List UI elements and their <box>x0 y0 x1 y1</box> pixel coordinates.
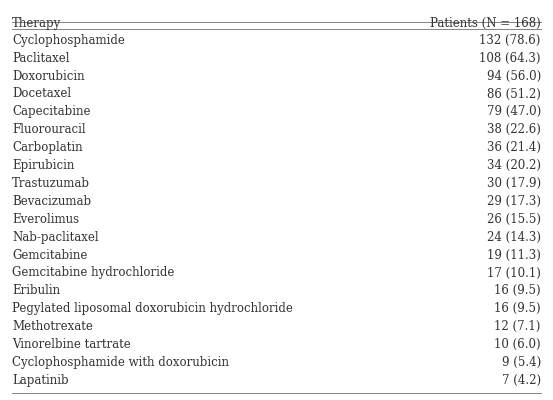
Text: Eribulin: Eribulin <box>12 284 60 297</box>
Text: Methotrexate: Methotrexate <box>12 320 93 333</box>
Text: 17 (10.1): 17 (10.1) <box>487 266 541 280</box>
Text: 19 (11.3): 19 (11.3) <box>487 248 541 262</box>
Text: Cyclophosphamide with doxorubicin: Cyclophosphamide with doxorubicin <box>12 356 229 369</box>
Text: Docetaxel: Docetaxel <box>12 88 71 100</box>
Text: 16 (9.5): 16 (9.5) <box>494 302 541 315</box>
Text: 38 (22.6): 38 (22.6) <box>487 123 541 136</box>
Text: Fluorouracil: Fluorouracil <box>12 123 86 136</box>
Text: Therapy: Therapy <box>12 17 61 30</box>
Text: Gemcitabine hydrochloride: Gemcitabine hydrochloride <box>12 266 175 280</box>
Text: 34 (20.2): 34 (20.2) <box>487 159 541 172</box>
Text: Patients (N = 168): Patients (N = 168) <box>430 17 541 30</box>
Text: Cyclophosphamide: Cyclophosphamide <box>12 34 125 47</box>
Text: 108 (64.3): 108 (64.3) <box>479 52 541 65</box>
Text: 86 (51.2): 86 (51.2) <box>487 88 541 100</box>
Text: Everolimus: Everolimus <box>12 213 79 226</box>
Text: Epirubicin: Epirubicin <box>12 159 75 172</box>
Text: 7 (4.2): 7 (4.2) <box>502 374 541 387</box>
Text: 9 (5.4): 9 (5.4) <box>502 356 541 369</box>
Text: Bevacizumab: Bevacizumab <box>12 195 91 208</box>
Text: 29 (17.3): 29 (17.3) <box>487 195 541 208</box>
Text: 16 (9.5): 16 (9.5) <box>494 284 541 297</box>
Text: Gemcitabine: Gemcitabine <box>12 248 87 262</box>
Text: Trastuzumab: Trastuzumab <box>12 177 90 190</box>
Text: Vinorelbine tartrate: Vinorelbine tartrate <box>12 338 131 351</box>
Text: 132 (78.6): 132 (78.6) <box>479 34 541 47</box>
Text: 94 (56.0): 94 (56.0) <box>487 70 541 82</box>
Text: Carboplatin: Carboplatin <box>12 141 83 154</box>
Text: 10 (6.0): 10 (6.0) <box>494 338 541 351</box>
Text: 24 (14.3): 24 (14.3) <box>487 231 541 244</box>
Text: 79 (47.0): 79 (47.0) <box>487 105 541 118</box>
Text: 36 (21.4): 36 (21.4) <box>487 141 541 154</box>
Text: Nab-paclitaxel: Nab-paclitaxel <box>12 231 99 244</box>
Text: Pegylated liposomal doxorubicin hydrochloride: Pegylated liposomal doxorubicin hydrochl… <box>12 302 293 315</box>
Text: Paclitaxel: Paclitaxel <box>12 52 70 65</box>
Text: 26 (15.5): 26 (15.5) <box>487 213 541 226</box>
Text: Capecitabine: Capecitabine <box>12 105 91 118</box>
Text: Lapatinib: Lapatinib <box>12 374 69 387</box>
Text: Doxorubicin: Doxorubicin <box>12 70 85 82</box>
Text: 30 (17.9): 30 (17.9) <box>487 177 541 190</box>
Text: 12 (7.1): 12 (7.1) <box>494 320 541 333</box>
